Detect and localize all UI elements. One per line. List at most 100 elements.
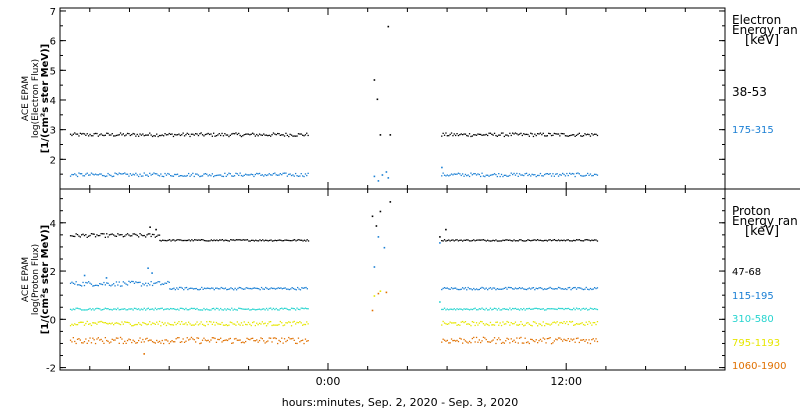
data-point — [163, 239, 165, 242]
data-point — [263, 175, 265, 177]
data-point — [273, 240, 275, 242]
data-point — [104, 236, 106, 238]
data-point — [143, 307, 145, 309]
data-point — [285, 132, 287, 134]
data-point — [106, 175, 108, 177]
data-point — [299, 133, 301, 135]
data-point — [523, 240, 525, 242]
data-point — [186, 132, 188, 134]
data-point — [516, 288, 518, 290]
data-point — [175, 309, 177, 311]
data-point — [79, 132, 81, 134]
data-point — [546, 308, 548, 310]
data-point — [589, 342, 592, 345]
data-point — [167, 340, 169, 342]
data-point — [443, 339, 446, 341]
data-point — [457, 324, 460, 326]
data-point — [150, 323, 152, 326]
data-point — [495, 174, 497, 176]
data-point — [139, 133, 141, 135]
data-point — [108, 174, 111, 176]
data-point — [244, 239, 246, 241]
data-point — [548, 308, 550, 310]
data-point — [456, 324, 458, 326]
data-point — [591, 239, 593, 241]
data-point — [214, 175, 216, 177]
data-point — [140, 175, 143, 177]
data-point — [72, 308, 74, 310]
data-point — [542, 132, 544, 134]
data-point — [252, 308, 254, 310]
data-point — [88, 323, 90, 325]
data-point — [147, 175, 149, 177]
data-point — [258, 288, 260, 290]
data-point — [281, 134, 283, 136]
data-point — [487, 239, 489, 241]
data-point — [76, 338, 79, 340]
data-point — [475, 322, 478, 324]
data-point — [443, 239, 446, 241]
data-point — [293, 135, 295, 137]
data-point — [503, 323, 505, 325]
data-point — [578, 239, 580, 241]
data-point — [544, 288, 546, 290]
data-point — [268, 134, 270, 136]
data-point — [97, 337, 99, 339]
data-point — [271, 324, 273, 327]
data-point — [199, 175, 201, 178]
data-point — [235, 337, 237, 340]
data-point — [525, 341, 528, 344]
data-point — [481, 340, 483, 342]
data-point — [110, 308, 112, 311]
data-point — [588, 339, 590, 341]
data-point — [466, 323, 468, 325]
data-point — [449, 288, 451, 290]
data-point — [270, 135, 272, 137]
data-point — [459, 308, 461, 310]
data-point — [489, 307, 492, 309]
data-point — [445, 309, 447, 311]
data-point — [267, 174, 269, 176]
data-point — [253, 175, 255, 178]
data-point — [182, 132, 184, 134]
data-point — [113, 283, 115, 285]
data-point — [249, 309, 251, 311]
data-point — [596, 287, 599, 289]
data-point — [181, 239, 183, 242]
data-point — [439, 301, 441, 303]
data-point — [97, 174, 99, 176]
data-point — [97, 235, 99, 237]
data-point — [202, 288, 204, 290]
data-point — [487, 341, 489, 343]
data-point — [512, 307, 514, 310]
data-point — [449, 240, 451, 242]
data-point — [478, 133, 480, 135]
data-point — [441, 175, 443, 177]
data-point — [190, 287, 192, 289]
data-point — [541, 134, 543, 136]
data-point — [158, 281, 161, 283]
data-point — [150, 308, 152, 310]
data-point — [142, 321, 144, 324]
data-point — [569, 135, 571, 137]
legend-entry: 38-53 — [732, 85, 767, 99]
data-point — [303, 175, 305, 178]
data-point — [446, 174, 448, 176]
data-point — [574, 341, 576, 343]
data-point — [78, 135, 80, 137]
data-point — [300, 340, 302, 342]
data-point — [89, 133, 91, 136]
data-point — [122, 133, 124, 135]
data-point — [516, 324, 518, 326]
data-point — [468, 288, 471, 290]
data-point — [195, 323, 197, 325]
data-point — [544, 173, 546, 176]
data-point — [287, 288, 289, 290]
data-point — [545, 288, 547, 290]
data-point — [197, 288, 199, 291]
data-point — [557, 307, 560, 309]
data-point — [300, 307, 302, 309]
data-point — [285, 288, 288, 290]
data-point — [541, 287, 543, 290]
data-point — [128, 338, 130, 340]
